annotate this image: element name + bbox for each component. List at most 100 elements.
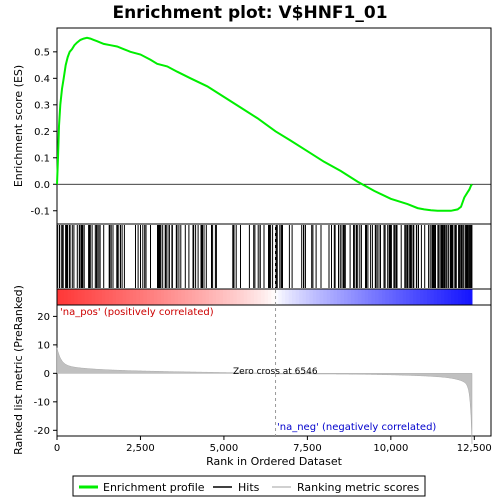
band-segment <box>285 289 289 305</box>
x-axis-label: Rank in Ordered Dataset <box>206 455 343 468</box>
band-segment <box>95 289 99 305</box>
band-segment <box>334 289 338 305</box>
band-segment <box>420 289 424 305</box>
band-segment <box>181 289 185 305</box>
band-segment <box>57 289 61 305</box>
band-segment <box>296 289 300 305</box>
band-segment <box>392 289 396 305</box>
es-y-tick-label: 0.4 <box>34 74 50 85</box>
metric-y-tick-label: -10 <box>34 397 50 408</box>
band-segment <box>337 289 341 305</box>
band-segment <box>351 289 355 305</box>
band-segment <box>81 289 85 305</box>
band-segment <box>323 289 327 305</box>
band-segment <box>375 289 379 305</box>
band-segment <box>455 289 459 305</box>
band-segment <box>306 289 310 305</box>
band-segment <box>344 289 348 305</box>
band-segment <box>223 289 227 305</box>
rank-color-band <box>57 289 472 305</box>
band-segment <box>365 289 369 305</box>
band-segment <box>216 289 220 305</box>
band-segment <box>430 289 434 305</box>
metric-y-axis-label: Ranked list metric (PreRanked) <box>12 285 25 455</box>
band-segment <box>143 289 147 305</box>
legend-metric-label: Ranking metric scores <box>297 481 419 494</box>
band-segment <box>154 289 158 305</box>
es-y-axis-label: Enrichment score (ES) <box>12 65 25 187</box>
band-segment <box>399 289 403 305</box>
band-segment <box>410 289 414 305</box>
band-segment <box>60 289 64 305</box>
band-segment <box>171 289 175 305</box>
band-segment <box>112 289 116 305</box>
band-segment <box>237 289 241 305</box>
x-tick-label: 2,500 <box>126 443 155 454</box>
band-segment <box>140 289 144 305</box>
band-segment <box>368 289 372 305</box>
band-segment <box>278 289 282 305</box>
band-segment <box>199 289 203 305</box>
metric-y-tick-label: 20 <box>37 312 50 323</box>
band-segment <box>123 289 127 305</box>
metric-y-ticks: -20-1001020 <box>34 312 57 437</box>
band-segment <box>389 289 393 305</box>
band-segment <box>379 289 383 305</box>
band-segment <box>67 289 71 305</box>
band-segment <box>147 289 151 305</box>
es-y-tick-label: 0.1 <box>34 153 50 164</box>
band-segment <box>299 289 303 305</box>
band-segment <box>417 289 421 305</box>
band-segment <box>188 289 192 305</box>
band-segment <box>413 289 417 305</box>
band-segment <box>372 289 376 305</box>
band-segment <box>116 289 120 305</box>
band-segment <box>64 289 68 305</box>
band-segment <box>119 289 123 305</box>
band-segment <box>289 289 293 305</box>
band-segment <box>465 289 469 305</box>
band-segment <box>105 289 109 305</box>
x-tick-label: 0 <box>54 443 60 454</box>
band-segment <box>240 289 244 305</box>
band-segment <box>137 289 141 305</box>
band-segment <box>354 289 358 305</box>
band-segment <box>382 289 386 305</box>
es-y-tick-label: 0.2 <box>34 127 50 138</box>
band-segment <box>448 289 452 305</box>
band-segment <box>358 289 362 305</box>
band-segment <box>261 289 265 305</box>
band-segment <box>437 289 441 305</box>
band-segment <box>220 289 224 305</box>
band-segment <box>92 289 96 305</box>
band-segment <box>258 289 262 305</box>
negative-correlation-label: 'na_neg' (negatively correlated) <box>277 422 436 433</box>
band-segment <box>202 289 206 305</box>
band-segment <box>185 289 189 305</box>
band-segment <box>230 289 234 305</box>
es-y-tick-label: 0.5 <box>34 47 50 58</box>
zero-cross-label: Zero cross at 6546 <box>233 367 318 377</box>
band-segment <box>313 289 317 305</box>
band-segment <box>424 289 428 305</box>
band-segment <box>102 289 106 305</box>
band-segment <box>88 289 92 305</box>
es-panel-frame <box>57 28 491 224</box>
band-segment <box>330 289 334 305</box>
band-segment <box>192 289 196 305</box>
band-segment <box>71 289 75 305</box>
band-segment <box>316 289 320 305</box>
band-segment <box>268 289 272 305</box>
band-segment <box>361 289 365 305</box>
band-segment <box>341 289 345 305</box>
band-segment <box>251 289 255 305</box>
legend-hits-label: Hits <box>238 481 260 494</box>
band-segment <box>403 289 407 305</box>
band-segment <box>233 289 237 305</box>
band-segment <box>406 289 410 305</box>
chart-title: Enrichment plot: V$HNF1_01 <box>112 3 387 23</box>
es-y-tick-label: 0.3 <box>34 100 50 111</box>
band-segment <box>161 289 165 305</box>
band-segment <box>282 289 286 305</box>
